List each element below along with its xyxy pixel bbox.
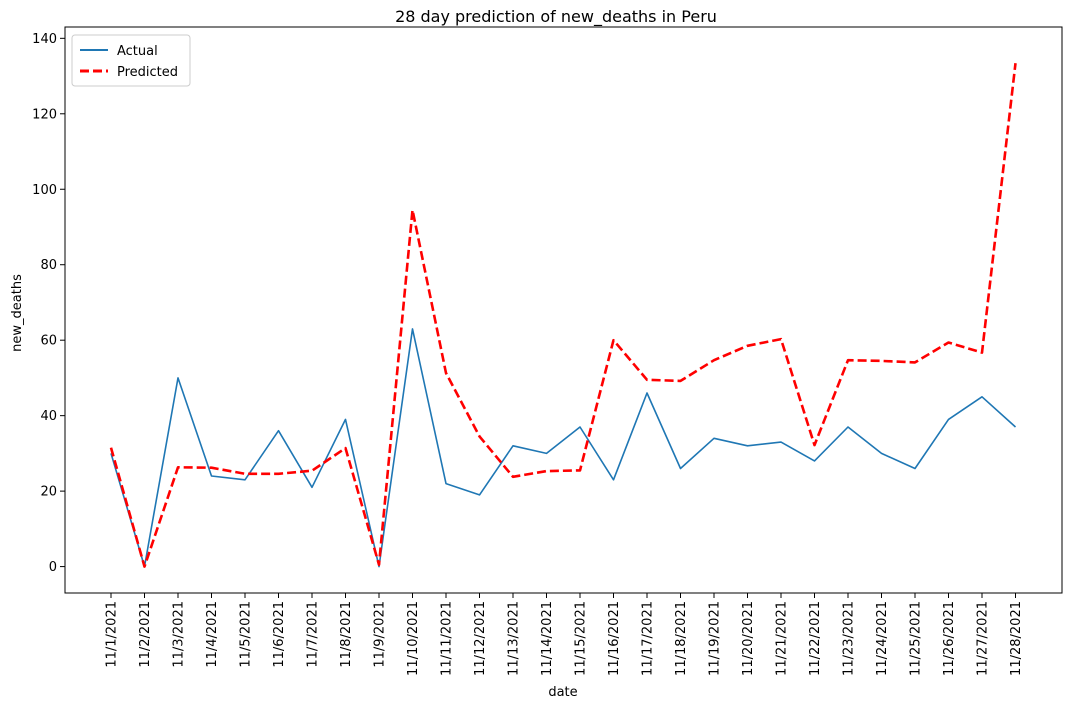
legend-actual-label: Actual bbox=[117, 44, 158, 59]
x-tick-label: 11/6/2021 bbox=[272, 601, 287, 668]
x-tick-label: 11/26/2021 bbox=[942, 601, 957, 676]
series-actual-line bbox=[110, 328, 1017, 568]
y-tick-label: 80 bbox=[40, 258, 57, 273]
x-tick-label: 11/13/2021 bbox=[507, 601, 522, 676]
y-tick-label: 140 bbox=[32, 32, 57, 47]
x-axis-label: date bbox=[548, 685, 577, 700]
y-axis: 0 20 40 60 80 100 120 140 bbox=[32, 32, 65, 575]
y-tick-label: 0 bbox=[49, 560, 57, 575]
x-tick-label: 11/2/2021 bbox=[138, 601, 153, 668]
y-tick-label: 100 bbox=[32, 183, 57, 198]
x-tick-label: 11/10/2021 bbox=[406, 601, 421, 676]
series-layer bbox=[109, 63, 1017, 568]
x-tick-label: 11/7/2021 bbox=[306, 601, 321, 668]
x-tick-label: 11/19/2021 bbox=[708, 601, 723, 676]
y-axis-label: new_deaths bbox=[10, 274, 25, 352]
x-axis: 11/1/2021 11/2/2021 11/3/2021 11/4/2021 11/5… bbox=[105, 593, 1024, 676]
y-tick-label: 20 bbox=[40, 485, 57, 500]
y-tick-label: 120 bbox=[32, 107, 57, 122]
y-tick-label: 60 bbox=[40, 334, 57, 349]
legend-predicted-label: Predicted bbox=[117, 65, 178, 80]
x-tick-label: 11/5/2021 bbox=[239, 601, 254, 668]
x-tick-label: 11/14/2021 bbox=[540, 601, 555, 676]
x-tick-label: 11/22/2021 bbox=[808, 601, 823, 676]
chart-title: 28 day prediction of new_deaths in Peru bbox=[395, 7, 717, 27]
series-predicted-line bbox=[109, 63, 1017, 568]
x-tick-label: 11/3/2021 bbox=[172, 601, 187, 668]
x-tick-label: 11/4/2021 bbox=[205, 601, 220, 668]
x-tick-label: 11/8/2021 bbox=[339, 601, 354, 668]
x-tick-label: 11/20/2021 bbox=[741, 601, 756, 676]
x-tick-label: 11/15/2021 bbox=[574, 601, 589, 676]
legend: Actual Predicted bbox=[71, 34, 191, 87]
x-tick-label: 11/12/2021 bbox=[473, 601, 488, 676]
plot-area bbox=[64, 26, 1063, 594]
x-tick-label: 11/17/2021 bbox=[641, 601, 656, 676]
x-tick-label: 11/9/2021 bbox=[373, 601, 388, 668]
x-tick-label: 11/27/2021 bbox=[976, 601, 991, 676]
x-tick-label: 11/28/2021 bbox=[1009, 601, 1024, 676]
x-tick-label: 11/21/2021 bbox=[775, 601, 790, 676]
y-tick-label: 40 bbox=[40, 409, 57, 424]
legend-box bbox=[71, 34, 191, 87]
x-tick-label: 11/16/2021 bbox=[607, 601, 622, 676]
x-tick-label: 11/23/2021 bbox=[842, 601, 857, 676]
x-tick-label: 11/25/2021 bbox=[909, 601, 924, 676]
x-tick-label: 11/1/2021 bbox=[105, 601, 120, 668]
x-tick-label: 11/11/2021 bbox=[440, 601, 455, 676]
x-tick-label: 11/24/2021 bbox=[875, 601, 890, 676]
x-tick-label: 11/18/2021 bbox=[674, 601, 689, 676]
